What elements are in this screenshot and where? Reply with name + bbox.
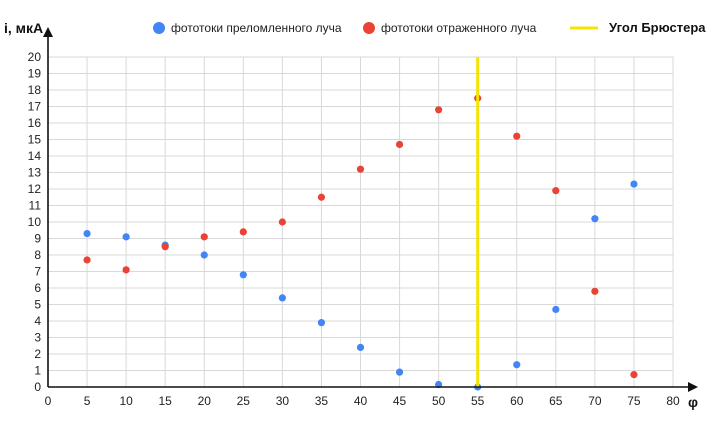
y-tick-label: 13 bbox=[28, 166, 42, 180]
x-tick-label: 20 bbox=[198, 394, 212, 408]
y-tick-label: 11 bbox=[29, 199, 42, 213]
y-tick-label: 3 bbox=[34, 331, 41, 345]
x-tick-label: 75 bbox=[627, 394, 641, 408]
data-point-series-1 bbox=[552, 305, 560, 314]
legend-label-reference-line: Угол Брюстера bbox=[609, 20, 706, 35]
y-tick-label: 18 bbox=[28, 83, 42, 97]
x-tick-label: 45 bbox=[393, 394, 407, 408]
data-point-series-1 bbox=[278, 294, 286, 302]
y-tick-label: 1 bbox=[34, 364, 41, 378]
y-tick-label: 16 bbox=[28, 116, 42, 130]
x-tick-label: 0 bbox=[45, 394, 52, 408]
data-point-series-1 bbox=[630, 180, 638, 188]
data-point-series-1 bbox=[395, 368, 404, 376]
data-point-series-2 bbox=[356, 165, 365, 173]
x-tick-label: 70 bbox=[588, 394, 602, 408]
y-tick-label: 12 bbox=[28, 182, 42, 196]
grid bbox=[47, 56, 674, 388]
data-point-series-2 bbox=[278, 218, 286, 226]
y-tick-label: 0 bbox=[34, 380, 41, 394]
x-tick-label: 50 bbox=[432, 394, 446, 408]
x-axis-title: φ bbox=[688, 394, 698, 410]
data-point-series-1 bbox=[513, 361, 521, 369]
x-axis-arrow bbox=[688, 382, 698, 392]
data-point-series-2 bbox=[513, 132, 521, 140]
data-point-series-2 bbox=[200, 233, 208, 241]
legend-marker-series-1 bbox=[153, 22, 165, 34]
y-tick-label: 7 bbox=[34, 265, 41, 279]
data-point-series-2 bbox=[239, 228, 247, 236]
data-points bbox=[83, 94, 638, 391]
y-tick-label: 10 bbox=[28, 215, 42, 229]
axes bbox=[43, 27, 698, 392]
y-axis-arrow bbox=[43, 27, 53, 37]
y-tick-label: 8 bbox=[34, 248, 41, 262]
data-point-series-2 bbox=[395, 140, 404, 149]
data-point-series-1 bbox=[591, 215, 599, 223]
x-tick-label: 80 bbox=[666, 394, 680, 408]
y-tick-label: 2 bbox=[34, 347, 41, 361]
x-tick-label: 5 bbox=[84, 394, 91, 408]
data-point-series-2 bbox=[630, 371, 638, 379]
data-point-series-1 bbox=[239, 271, 247, 279]
x-tick-label: 55 bbox=[471, 394, 485, 408]
y-tick-label: 4 bbox=[34, 314, 41, 328]
data-point-series-1 bbox=[317, 319, 326, 327]
x-tick-label: 25 bbox=[237, 394, 251, 408]
y-tick-label: 5 bbox=[34, 298, 41, 312]
data-point-series-2 bbox=[552, 187, 560, 195]
y-tick-label: 20 bbox=[28, 50, 42, 64]
x-tick-label: 35 bbox=[315, 394, 329, 408]
x-tick-labels: 0 5 10 15 20 25 30 35 40 45 50 55 60 65 70 75 80 bbox=[45, 394, 680, 408]
x-tick-label: 15 bbox=[159, 394, 173, 408]
y-tick-label: 9 bbox=[34, 232, 41, 246]
data-point-series-2 bbox=[122, 266, 130, 274]
data-point-series-1 bbox=[122, 233, 130, 241]
x-tick-label: 30 bbox=[276, 394, 290, 408]
legend: фототоки преломленного луча фототоки отр… bbox=[153, 20, 706, 35]
legend-marker-series-2 bbox=[363, 22, 375, 34]
data-point-series-2 bbox=[83, 256, 91, 264]
y-tick-label: 14 bbox=[28, 149, 42, 163]
x-tick-label: 10 bbox=[119, 394, 133, 408]
data-point-series-2 bbox=[435, 106, 443, 114]
y-tick-label: 17 bbox=[28, 100, 42, 114]
legend-label-series-1: фототоки преломленного луча bbox=[171, 21, 342, 35]
x-tick-label: 40 bbox=[354, 394, 368, 408]
data-point-series-1 bbox=[83, 229, 91, 238]
data-point-series-1 bbox=[356, 343, 365, 351]
data-point-series-2 bbox=[317, 193, 326, 201]
y-tick-label: 6 bbox=[34, 281, 41, 295]
data-point-series-1 bbox=[200, 251, 208, 259]
y-axis-title: i, мкА bbox=[4, 20, 43, 36]
x-tick-label: 60 bbox=[510, 394, 524, 408]
legend-label-series-2: фототоки отраженного луча bbox=[381, 21, 537, 35]
data-point-series-2 bbox=[161, 243, 169, 251]
x-tick-label: 65 bbox=[549, 394, 563, 408]
y-tick-label: 19 bbox=[28, 67, 42, 81]
data-point-series-2 bbox=[591, 287, 599, 295]
y-tick-label: 15 bbox=[28, 133, 42, 147]
